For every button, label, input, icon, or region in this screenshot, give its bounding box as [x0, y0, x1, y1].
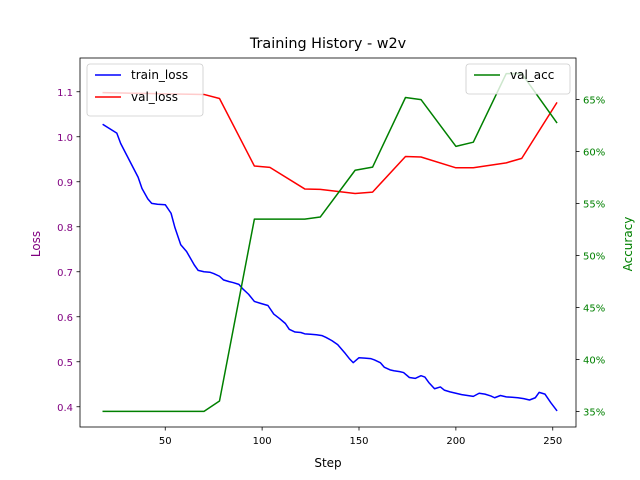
- legend-label-val-acc: val_acc: [510, 68, 554, 82]
- y-left-tick-label: 0.7: [57, 268, 73, 279]
- plot-area: [102, 72, 558, 413]
- legend-label-train-loss: train_loss: [131, 68, 188, 82]
- y-right-tick-label: 35%: [583, 407, 605, 418]
- y-left-tick-label: 0.9: [57, 178, 73, 189]
- y-axis-left-label: Loss: [29, 231, 43, 257]
- y-left-tick-label: 0.6: [57, 313, 73, 324]
- y-right-tick-label: 55%: [583, 200, 605, 211]
- y-right-tick-label: 50%: [583, 251, 605, 262]
- y-left-tick-label: 0.8: [57, 223, 73, 234]
- y-right-tick-label: 60%: [583, 148, 605, 159]
- plot-frame: [79, 57, 577, 428]
- series-line-val-acc: [102, 72, 558, 413]
- series-line-val-loss: [102, 91, 558, 195]
- y-left-tick-label: 1.1: [57, 88, 73, 99]
- x-tick-label: 150: [349, 436, 368, 447]
- legend-box: [86, 63, 204, 117]
- legend-label-val-loss: val_loss: [131, 90, 178, 104]
- y-left-tick-label: 1.0: [57, 133, 73, 144]
- y-left-tick-label: 0.5: [57, 358, 73, 369]
- axes: 50 100 150 200 250 0.4 0.5 0.6 0.7 0.8 0.9 1.0 1.1 35…: [57, 57, 605, 447]
- y-right-tick-label: 40%: [583, 355, 605, 366]
- x-axis-label: Step: [314, 456, 341, 470]
- y-left-tick-label: 0.4: [57, 403, 73, 414]
- y-right-tick-label: 45%: [583, 303, 605, 314]
- y-right-tick-label: 65%: [583, 96, 605, 107]
- x-tick-label: 250: [543, 436, 562, 447]
- y-axis-right-label: Accuracy: [621, 217, 635, 272]
- chart-title: Training History - w2v: [249, 36, 407, 52]
- x-tick-label: 200: [446, 436, 465, 447]
- legend-loss: train_loss val_loss: [86, 63, 204, 117]
- legend-accuracy: val_acc: [465, 63, 571, 95]
- legend-box: [465, 63, 571, 95]
- x-tick-label: 100: [253, 436, 272, 447]
- series-line-train-loss: [102, 123, 558, 412]
- x-tick-label: 50: [159, 436, 172, 447]
